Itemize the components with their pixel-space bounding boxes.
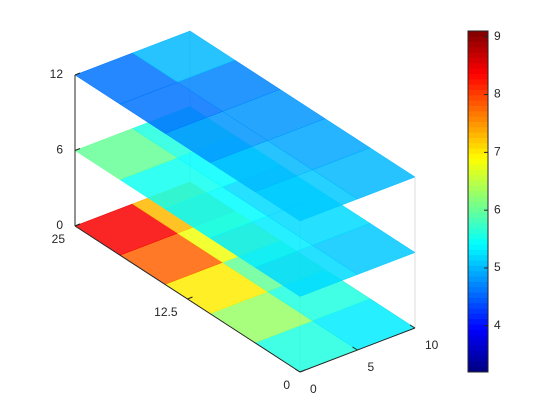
colorbar-tick-label: 8 bbox=[494, 87, 501, 101]
colorbar-swatch bbox=[468, 340, 488, 346]
colorbar-swatch bbox=[468, 68, 488, 75]
colorbar-swatch bbox=[468, 244, 488, 250]
colorbar-swatch bbox=[468, 265, 488, 272]
colorbar-swatch bbox=[468, 126, 488, 133]
colorbar-swatch bbox=[468, 222, 488, 229]
colorbar-swatch bbox=[468, 73, 488, 80]
colorbar-swatch bbox=[468, 110, 488, 117]
slice-cell bbox=[131, 30, 236, 83]
colorbar-swatch bbox=[468, 100, 488, 106]
colorbar-swatch bbox=[468, 94, 488, 101]
colorbar-swatch bbox=[468, 292, 488, 298]
colorbar-swatch bbox=[468, 148, 488, 154]
colorbar-swatch bbox=[468, 329, 488, 336]
y-tick bbox=[74, 223, 81, 227]
colorbar-tick-label: 5 bbox=[494, 260, 501, 274]
colorbar-tick-label: 4 bbox=[494, 318, 501, 332]
colorbar-swatch bbox=[468, 132, 488, 138]
colorbar-swatch bbox=[468, 212, 488, 218]
x-tick-label: 5 bbox=[368, 360, 375, 374]
colorbar-swatch bbox=[468, 62, 488, 69]
colorbar-tick-label: 9 bbox=[494, 29, 501, 43]
colorbar-swatch bbox=[468, 302, 488, 309]
colorbar-swatch bbox=[468, 238, 488, 245]
colorbar-swatch bbox=[468, 270, 488, 277]
z-tick-label: 12 bbox=[50, 67, 64, 81]
colorbar-swatch bbox=[468, 361, 488, 368]
colorbar-swatch bbox=[468, 164, 488, 170]
colorbar-swatch bbox=[468, 36, 488, 43]
colorbar-swatch bbox=[468, 142, 488, 149]
colorbar-swatch bbox=[468, 324, 488, 330]
colorbar-swatch bbox=[468, 281, 488, 288]
colorbar-swatch bbox=[468, 46, 488, 53]
colorbar-swatch bbox=[468, 174, 488, 181]
colorbar-swatch bbox=[468, 201, 488, 208]
colorbar-swatch bbox=[468, 308, 488, 314]
x-tick-label: 0 bbox=[310, 382, 317, 396]
colorbar-swatch bbox=[468, 297, 488, 304]
colorbar-swatch bbox=[468, 41, 488, 48]
colorbar-swatch bbox=[468, 31, 488, 37]
colorbar-swatch bbox=[468, 89, 488, 96]
colorbar-swatch bbox=[468, 334, 488, 341]
y-tick-label: 0 bbox=[283, 378, 290, 392]
x-tick bbox=[352, 346, 358, 351]
x-tick bbox=[294, 368, 301, 373]
colorbar-swatch bbox=[468, 169, 488, 176]
colorbar-swatch bbox=[468, 153, 488, 160]
y-tick-label: 25 bbox=[52, 232, 66, 246]
colorbar-swatch bbox=[468, 366, 488, 373]
colorbar-swatch bbox=[468, 185, 488, 192]
colorbar-swatch bbox=[468, 57, 488, 64]
colorbar-tick-label: 6 bbox=[494, 202, 501, 216]
colorbar-swatch bbox=[468, 217, 488, 224]
colorbar-swatch bbox=[468, 356, 488, 362]
colorbar-swatch bbox=[468, 345, 488, 352]
colorbar-swatch bbox=[468, 52, 488, 59]
x-tick-label: 10 bbox=[425, 338, 439, 352]
y-tick bbox=[299, 369, 306, 373]
colorbar-swatch bbox=[468, 180, 488, 186]
y-tick-label: 12.5 bbox=[154, 305, 178, 319]
colorbar-swatch bbox=[468, 276, 488, 282]
colorbar-swatch bbox=[468, 84, 488, 91]
colorbar-swatch bbox=[468, 318, 488, 325]
z-tick bbox=[74, 148, 81, 151]
colorbar-swatch bbox=[468, 313, 488, 320]
y-tick bbox=[187, 296, 193, 300]
colorbar-swatch bbox=[468, 158, 488, 165]
colorbar-swatch bbox=[468, 260, 488, 266]
x-tick bbox=[409, 324, 416, 329]
colorbar-swatch bbox=[468, 137, 488, 144]
colorbar-swatch bbox=[468, 105, 488, 112]
colorbar-swatch bbox=[468, 350, 488, 357]
colorbar-swatch bbox=[468, 116, 488, 122]
colorbar-swatch bbox=[468, 78, 488, 85]
colorbar-swatch bbox=[468, 249, 488, 256]
colorbar-swatch bbox=[468, 190, 488, 197]
colorbar-swatch bbox=[468, 121, 488, 128]
colorbar-tick-label: 7 bbox=[494, 145, 501, 159]
colorbar-swatch bbox=[468, 206, 488, 213]
colorbar-swatch bbox=[468, 286, 488, 293]
z-tick-label: 0 bbox=[56, 218, 63, 232]
z-tick-label: 6 bbox=[56, 143, 63, 157]
colorbar-swatch bbox=[468, 196, 488, 202]
colorbar-swatch bbox=[468, 254, 488, 261]
colorbar-swatch bbox=[468, 233, 488, 240]
z-tick bbox=[74, 72, 81, 76]
colorbar-swatch bbox=[468, 228, 488, 234]
colorbar-frame bbox=[467, 30, 489, 373]
